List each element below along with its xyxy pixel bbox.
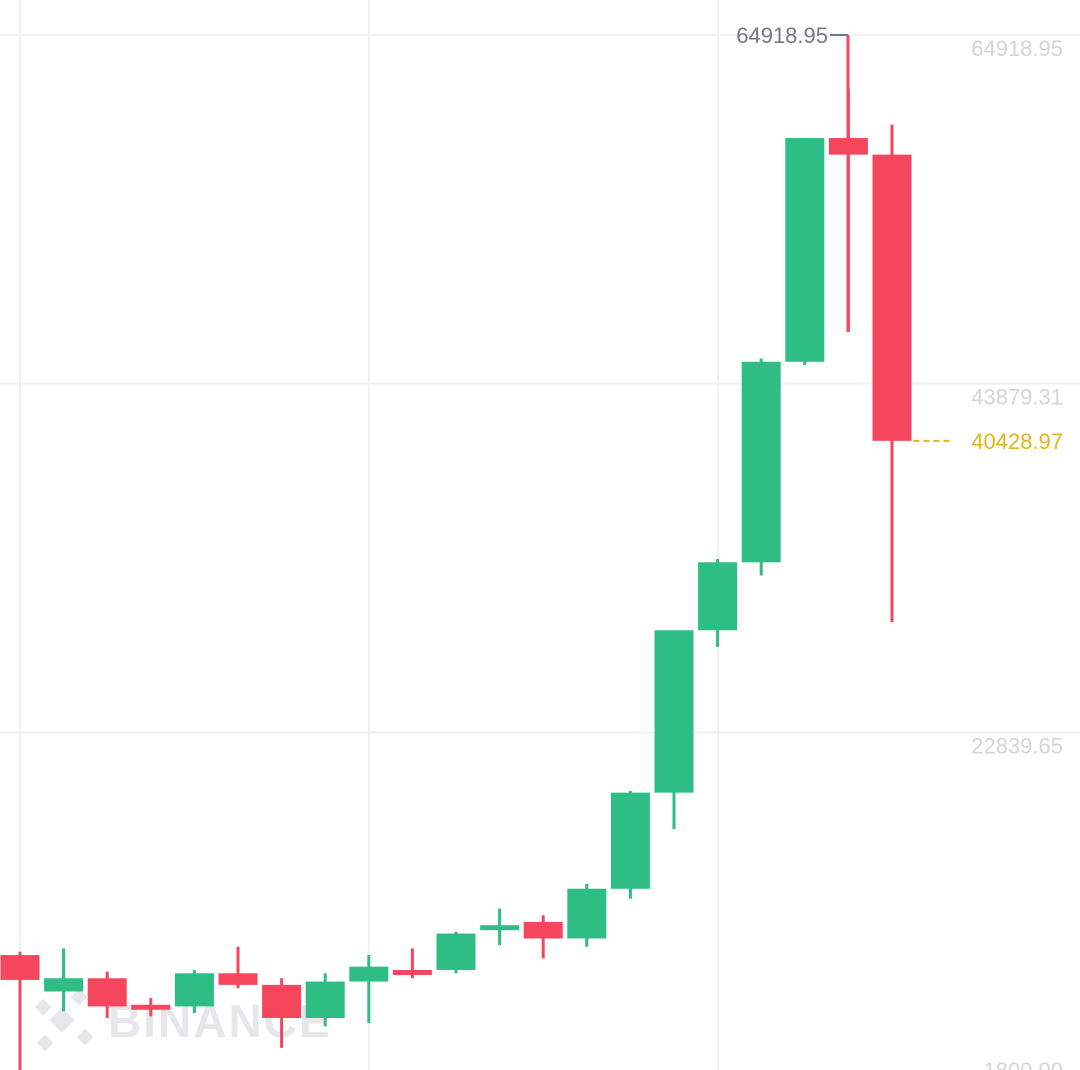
- candle-body: [0, 955, 40, 980]
- candle-body: [567, 888, 607, 939]
- candle-up: [480, 908, 520, 946]
- candle-body: [87, 978, 127, 1007]
- markers: 64918.95 40428.97: [736, 23, 1063, 454]
- y-tick-label: 64918.95: [971, 36, 1063, 61]
- candle-body: [741, 361, 781, 563]
- candle-body: [262, 984, 302, 1019]
- price-axis: 64918.95 43879.31 22839.65 1800.00: [971, 36, 1063, 1070]
- candle-body: [44, 978, 84, 992]
- high-price-label: 64918.95: [736, 23, 828, 48]
- candle-body: [349, 966, 389, 982]
- candle-body: [174, 973, 214, 1007]
- candle-body: [392, 969, 432, 975]
- candle-body: [218, 973, 258, 985]
- y-tick-label: 1800.00: [983, 1058, 1063, 1070]
- candle-body: [698, 562, 738, 631]
- candle-down: [523, 915, 563, 959]
- candle-up: [436, 931, 476, 974]
- candle-up: [174, 969, 214, 1014]
- candle-body: [305, 981, 345, 1019]
- candle-body: [872, 154, 912, 441]
- candle-up: [698, 558, 738, 647]
- candles: [0, 88, 912, 1070]
- candle-body: [480, 925, 520, 931]
- candle-up: [741, 358, 781, 576]
- candle-down: [872, 124, 912, 622]
- candle-up: [567, 883, 607, 947]
- candle-up: [349, 955, 389, 1023]
- candle-up: [785, 138, 825, 366]
- candle-up: [44, 948, 84, 1012]
- candle-down: [0, 951, 40, 1070]
- candle-down: [392, 948, 432, 979]
- candle-down: [262, 978, 302, 1048]
- candle-body: [610, 792, 650, 889]
- current-price-label: 40428.97: [971, 429, 1063, 454]
- candle-up: [610, 790, 650, 899]
- y-tick-label: 22839.65: [971, 733, 1063, 758]
- candle-body: [785, 138, 825, 362]
- y-tick-label: 43879.31: [971, 385, 1063, 410]
- candle-body: [523, 921, 563, 939]
- candle-body: [654, 630, 694, 793]
- candle-up: [305, 973, 345, 1027]
- candle-up: [654, 630, 694, 830]
- candle-down: [218, 946, 258, 989]
- candle-down: [131, 998, 171, 1017]
- candle-body: [131, 1004, 171, 1010]
- candle-down: [87, 971, 127, 1019]
- candle-body: [436, 933, 476, 970]
